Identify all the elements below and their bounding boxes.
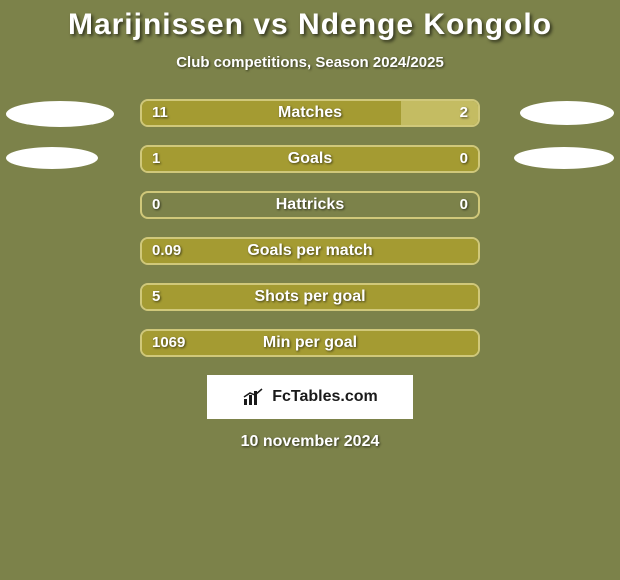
stat-label: Hattricks xyxy=(142,193,478,219)
source-badge-text: FcTables.com xyxy=(272,388,378,406)
source-badge: FcTables.com xyxy=(207,375,413,419)
player-ellipse-right xyxy=(514,147,614,169)
stat-bar: Hattricks0 0 xyxy=(140,191,480,219)
stat-row: Goals per match0.09 xyxy=(0,237,620,267)
stat-bar: Matches112 xyxy=(140,99,480,127)
date-text: 10 november 2024 xyxy=(0,433,620,451)
stat-row: Matches112 xyxy=(0,99,620,129)
stat-bar-left-fill xyxy=(142,147,478,171)
page-subtitle: Club competitions, Season 2024/2025 xyxy=(0,54,620,71)
stat-bar-right-fill xyxy=(401,101,478,125)
stat-row: Shots per goal5 xyxy=(0,283,620,313)
stat-value-right: 0 xyxy=(460,193,468,219)
comparison-infographic: Marijnissen vs Ndenge Kongolo Club compe… xyxy=(0,0,620,580)
stat-value-left: 0 xyxy=(152,193,160,219)
stat-bar-left-fill xyxy=(142,331,478,355)
player-ellipse-right xyxy=(520,101,614,125)
page-title: Marijnissen vs Ndenge Kongolo xyxy=(0,0,620,42)
stat-row: Hattricks0 0 xyxy=(0,191,620,221)
stat-bar: Goals10 xyxy=(140,145,480,173)
player-ellipse-left xyxy=(6,101,114,127)
stat-bar-left-fill xyxy=(142,285,478,309)
chart-icon xyxy=(242,387,266,407)
stat-bar-left-fill xyxy=(142,239,478,263)
stat-row: Min per goal1069 xyxy=(0,329,620,359)
stat-bar: Shots per goal5 xyxy=(140,283,480,311)
stat-rows: Matches112 Goals10 Hattricks0 0 Goals per ma… xyxy=(0,99,620,359)
stat-bar: Min per goal1069 xyxy=(140,329,480,357)
stat-bar-left-fill xyxy=(142,101,401,125)
stat-bar: Goals per match0.09 xyxy=(140,237,480,265)
player-ellipse-left xyxy=(6,147,98,169)
stat-row: Goals10 xyxy=(0,145,620,175)
